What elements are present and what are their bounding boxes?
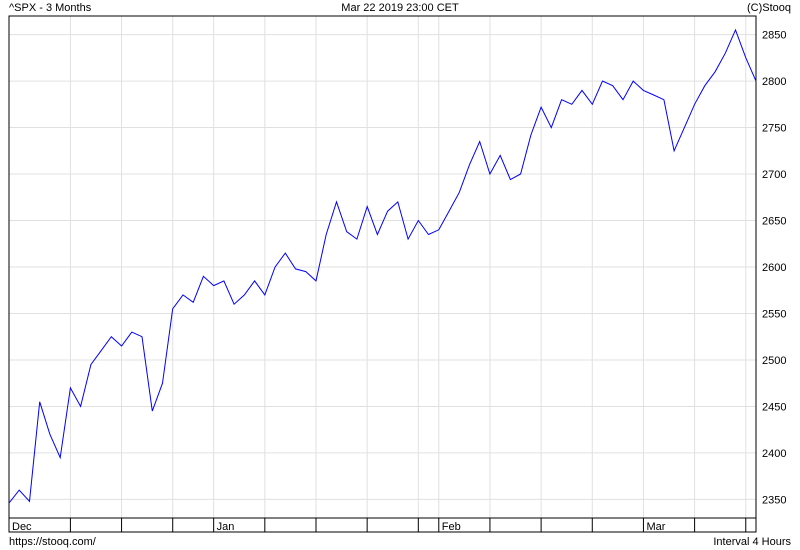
y-axis-label: 2700 — [762, 169, 786, 181]
y-axis-label: 2500 — [762, 355, 786, 367]
y-axis-label: 2550 — [762, 308, 786, 320]
y-axis-label: 2850 — [762, 30, 786, 42]
x-axis-label: Jan — [217, 521, 235, 533]
price-chart: 2350 2400 2450 2500 2550 2600 2650 2700 2750 2800… — [0, 0, 800, 550]
y-axis-label: 2800 — [762, 76, 786, 88]
y-axis-label: 2600 — [762, 262, 786, 274]
x-axis-band — [9, 518, 756, 532]
y-axis-label: 2750 — [762, 123, 786, 135]
chart-footer-left: https://stooq.com/ — [9, 536, 96, 548]
x-axis-label: Feb — [442, 521, 461, 533]
chart-footer-right: Interval 4 Hours — [713, 536, 791, 548]
y-axis-label: 2650 — [762, 216, 786, 228]
chart-container: ^SPX - 3 Months Mar 22 2019 23:00 CET (C… — [0, 0, 800, 550]
x-axis-label: Dec — [12, 521, 32, 533]
y-axis-label: 2400 — [762, 448, 786, 460]
x-axis-label: Mar — [646, 521, 665, 533]
y-axis-label: 2350 — [762, 494, 786, 506]
y-axis-label: 2450 — [762, 401, 786, 413]
